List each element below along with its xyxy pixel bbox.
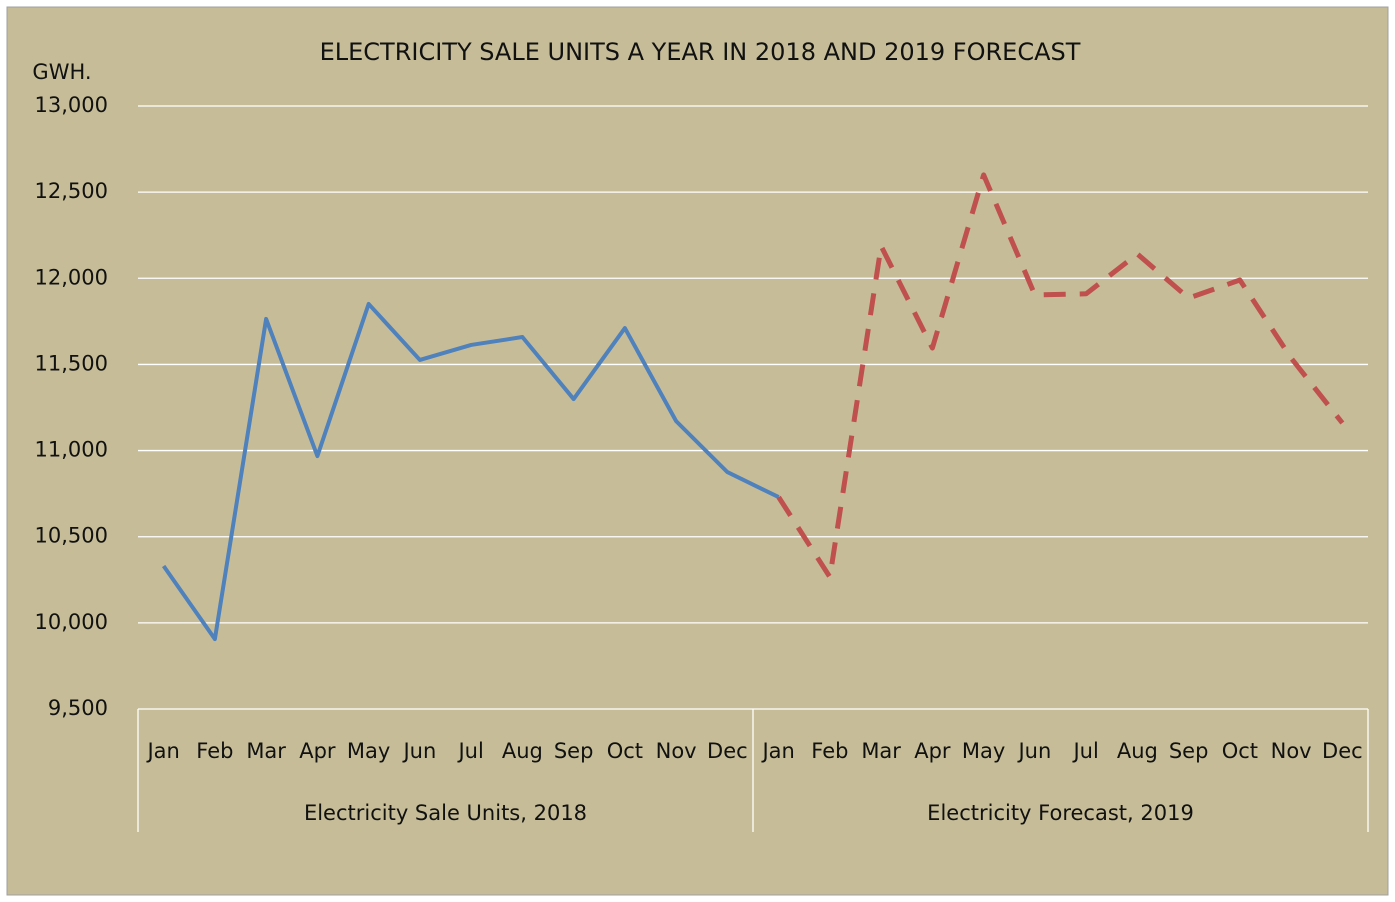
group-label: Electricity Sale Units, 2018 [304,801,587,825]
x-tick-label: Apr [299,739,336,763]
x-tick-label: Jan [145,739,179,763]
y-tick-label: 10,000 [35,610,108,634]
x-tick-label: Jul [1071,739,1098,763]
x-tick-label: Feb [811,739,848,763]
x-tick-label: Nov [656,739,697,763]
y-tick-label: 12,500 [35,179,108,203]
x-tick-label: Nov [1271,739,1312,763]
x-tick-label: May [347,739,390,763]
x-tick-label: Oct [1222,739,1258,763]
y-axis-label: GWH. [32,60,91,84]
x-tick-label: Jun [401,739,436,763]
data-line [161,301,780,642]
x-tick-label: Jan [760,739,794,763]
y-tick-label: 12,000 [35,265,108,289]
group-label: Electricity Forecast, 2019 [927,801,1194,825]
x-tick-label: Feb [196,739,233,763]
x-tick-label: Aug [502,739,543,763]
x-tick-label: Jun [1016,739,1051,763]
x-tick-label: Oct [607,739,643,763]
x-tick-label: Mar [861,739,901,763]
y-tick-label: 9,500 [48,696,108,720]
x-tick-label: Sep [554,739,594,763]
x-tick-label: May [962,739,1005,763]
data-line [776,172,1345,580]
x-tick-label: Jul [456,739,483,763]
y-tick-label: 11,500 [35,351,108,375]
x-tick-label: Mar [246,739,286,763]
x-tick-label: Dec [707,739,748,763]
x-tick-label: Apr [914,739,951,763]
x-tick-label: Sep [1169,739,1209,763]
y-tick-label: 11,000 [35,438,108,462]
x-tick-label: Dec [1322,739,1363,763]
y-tick-label: 13,000 [35,93,108,117]
y-tick-label: 10,500 [35,524,108,548]
x-tick-label: Aug [1117,739,1158,763]
chart-title: ELECTRICITY SALE UNITS A YEAR IN 2018 AN… [320,38,1081,66]
